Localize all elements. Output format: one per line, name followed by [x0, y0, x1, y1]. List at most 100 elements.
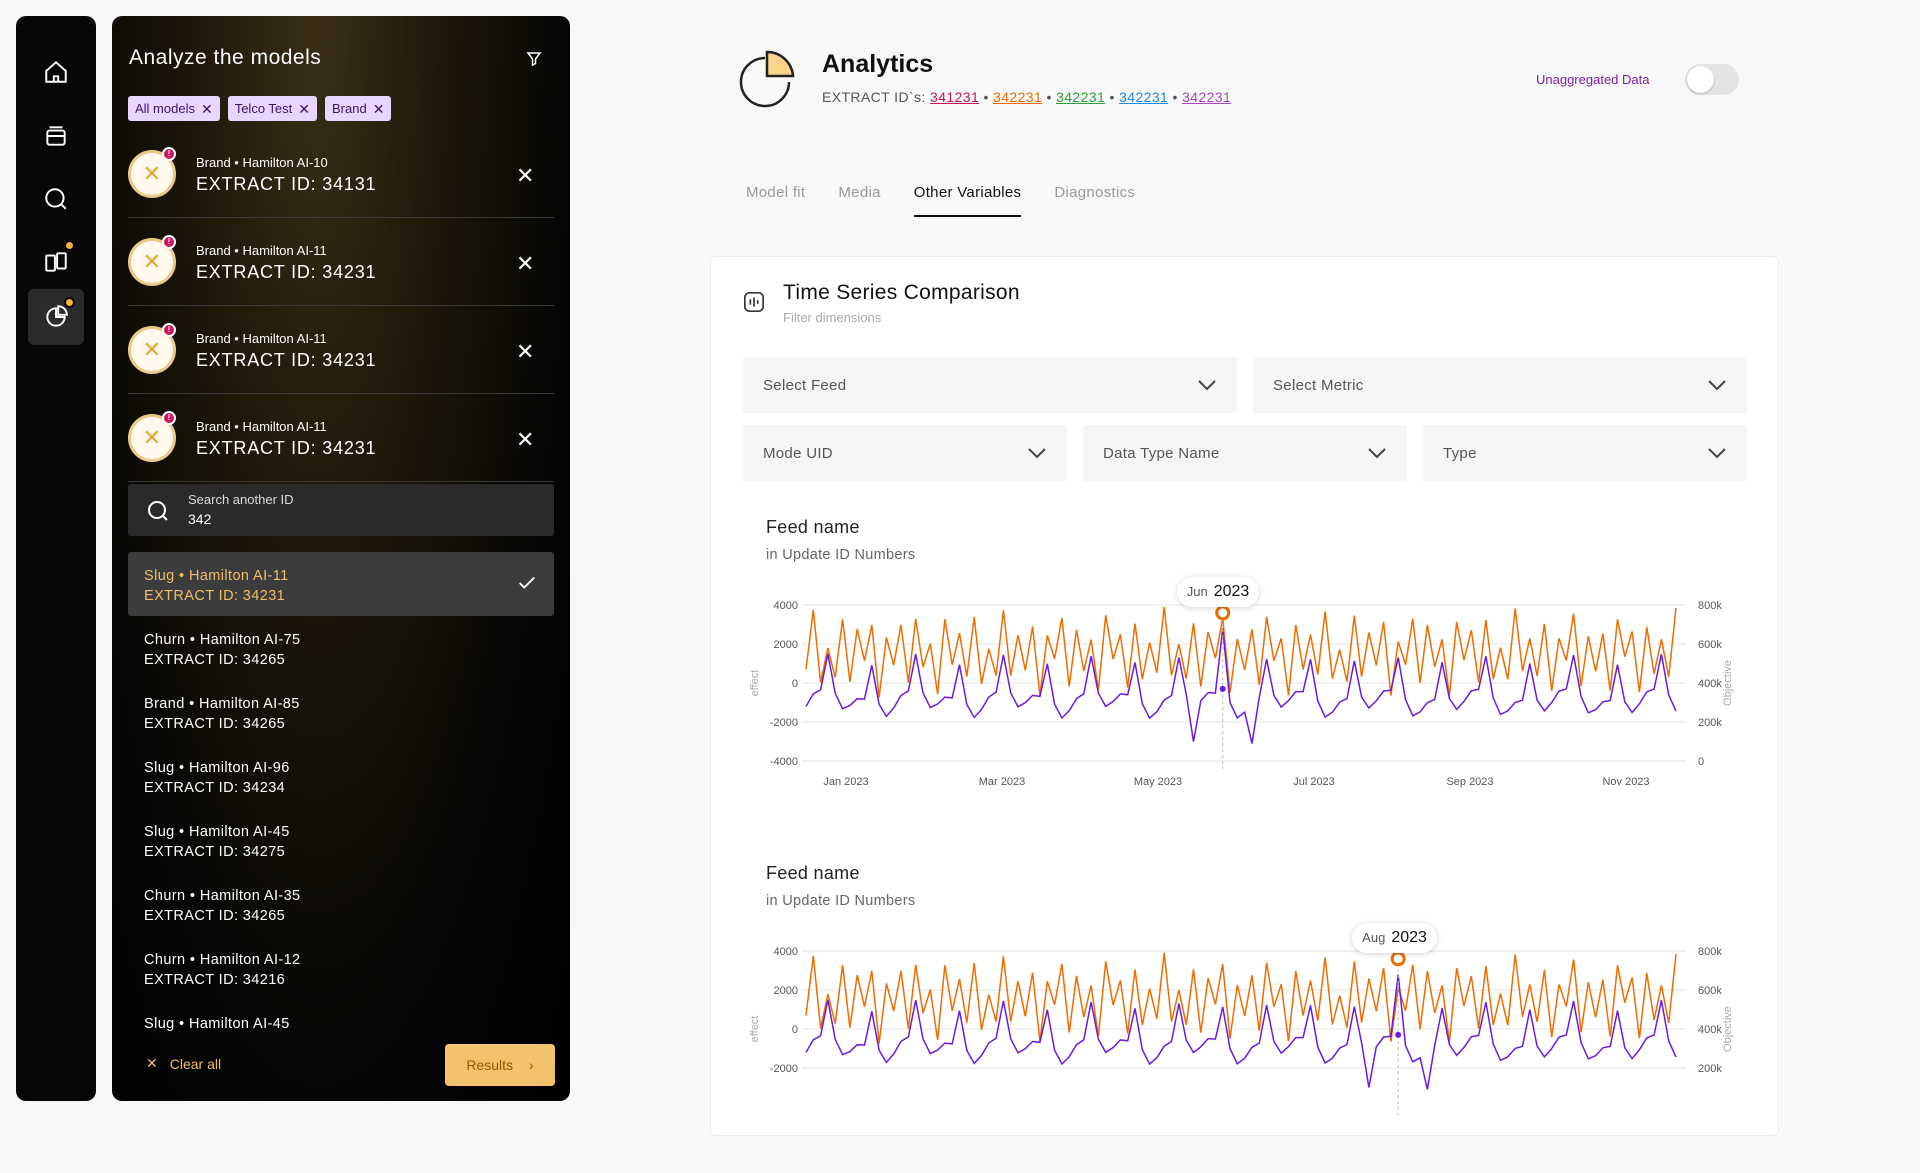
y2-tick-label: 200k: [1698, 1063, 1722, 1075]
search-result-item[interactable]: Slug • Hamilton AI-45: [144, 1016, 290, 1032]
select-feed-dropdown[interactable]: Select Feed: [743, 357, 1237, 413]
chevron-down-icon: [1368, 448, 1386, 459]
search-id-field[interactable]: Search another ID: [128, 484, 554, 536]
remove-model-button[interactable]: ✕: [516, 163, 535, 188]
analyze-panel: Analyze the models All models ✕ Telco Tes…: [112, 16, 570, 1101]
data-type-name-dropdown[interactable]: Data Type Name: [1083, 425, 1407, 481]
model-meta: Brand • Hamilton AI-11: [196, 419, 327, 434]
y2-axis-label: Objective: [1722, 1006, 1734, 1052]
model-extract-id: EXTRACT ID: 34231: [196, 350, 377, 370]
time-series-chart-2[interactable]: 4000 2000 0 -2000 800k 600k 400k 200k effect Obje…: [746, 933, 1746, 1173]
x-tick-label: Mar 2023: [979, 776, 1025, 788]
chart-title: Feed name: [766, 517, 860, 537]
x-tick-label: Jul 2023: [1293, 776, 1335, 788]
search-result-item[interactable]: Brand • Hamilton AI-85 EXTRACT ID: 34265: [144, 696, 300, 732]
tab-media[interactable]: Media: [838, 184, 881, 201]
chip-all-models[interactable]: All models ✕: [128, 96, 220, 121]
chart-subtitle: in Update ID Numbers: [766, 547, 916, 563]
alert-icon: !: [162, 411, 176, 425]
time-series-card: Time Series Comparison Filter dimensions…: [710, 256, 1779, 1136]
search-result-item[interactable]: Slug • Hamilton AI-11 EXTRACT ID: 34231: [128, 552, 554, 616]
tab-other-variables[interactable]: Other Variables: [913, 184, 1022, 217]
home-nav-button[interactable]: [28, 44, 84, 100]
hover-point: [1219, 685, 1226, 692]
tab-bar: Model fit Media Other Variables Diagnost…: [746, 184, 1168, 217]
filter-icon[interactable]: [525, 50, 543, 68]
time-series-chart-1[interactable]: 4000 2000 0 -2000 -4000 800k 600k 400k 200k 0 effe…: [746, 587, 1746, 827]
card-title: Time Series Comparison: [783, 281, 1020, 304]
model-extract-id: EXTRACT ID: 34231: [196, 438, 377, 458]
search-result-item[interactable]: Churn • Hamilton AI-12 EXTRACT ID: 34216: [144, 952, 301, 988]
y-axis-label: effect: [749, 1016, 761, 1043]
search-result-item[interactable]: Churn • Hamilton AI-75 EXTRACT ID: 34265: [144, 632, 301, 668]
search-result-item[interactable]: Slug • Hamilton AI-96 EXTRACT ID: 34234: [144, 760, 290, 796]
extract-id-link[interactable]: 342231: [1119, 89, 1169, 105]
series-line: [805, 628, 1677, 744]
close-icon[interactable]: ✕: [372, 100, 385, 117]
y2-tick-label: 800k: [1698, 600, 1722, 612]
tab-model-fit[interactable]: Model fit: [746, 184, 806, 201]
search-input[interactable]: [188, 511, 488, 527]
extract-id-link[interactable]: 342231: [993, 89, 1043, 105]
stack-nav-button[interactable]: [28, 108, 84, 164]
select-metric-dropdown[interactable]: Select Metric: [1253, 357, 1747, 413]
alert-icon: !: [162, 323, 176, 337]
hover-point: [1215, 605, 1231, 621]
chevron-down-icon: [1198, 380, 1216, 391]
stack-icon: [46, 126, 66, 146]
check-icon: [519, 576, 535, 589]
search-result-item[interactable]: Slug • Hamilton AI-45 EXTRACT ID: 34275: [144, 824, 290, 860]
remove-model-button[interactable]: ✕: [516, 251, 535, 276]
search-nav-button[interactable]: [28, 171, 84, 227]
search-icon: [45, 188, 67, 210]
chip-brand[interactable]: Brand ✕: [325, 96, 392, 121]
model-badge-icon: ✕: [128, 238, 176, 286]
panel-title: Analyze the models: [129, 46, 322, 69]
extract-id-link[interactable]: 342231: [1182, 89, 1232, 105]
hover-point: [1390, 951, 1406, 967]
extract-id-link[interactable]: 342231: [1056, 89, 1106, 105]
compare-nav-button[interactable]: [28, 234, 84, 290]
chart-tooltip: Jun 2023: [1176, 577, 1260, 607]
chevron-down-icon: [1028, 448, 1046, 459]
chart-subtitle: in Update ID Numbers: [766, 893, 916, 909]
analytics-nav-button[interactable]: [28, 289, 84, 345]
y-tick-label: 2000: [774, 639, 798, 651]
type-dropdown[interactable]: Type: [1423, 425, 1747, 481]
selected-model: ✕! Brand • Hamilton AI-11 EXTRACT ID: 34…: [128, 218, 554, 306]
pie-chart-icon: [46, 305, 68, 327]
x-tick-label: Jan 2023: [823, 776, 868, 788]
model-extract-id: EXTRACT ID: 34231: [196, 262, 377, 282]
unaggregated-toggle[interactable]: [1685, 64, 1739, 95]
page-title: Analytics: [822, 50, 934, 78]
chart-title: Feed name: [766, 863, 860, 883]
card-subtitle: Filter dimensions: [783, 310, 882, 325]
filter-chips: All models ✕ Telco Test ✕ Brand ✕: [128, 96, 392, 121]
y-tick-label: 4000: [774, 600, 798, 612]
close-icon[interactable]: ✕: [200, 100, 213, 117]
close-icon[interactable]: ✕: [298, 100, 311, 117]
extract-id-link[interactable]: 341231: [930, 89, 980, 105]
y2-tick-label: 200k: [1698, 717, 1722, 729]
alert-icon: !: [162, 235, 176, 249]
analytics-logo-icon: [739, 50, 795, 108]
alert-icon: !: [162, 147, 176, 161]
y-tick-label: -2000: [770, 717, 798, 729]
search-result-item[interactable]: Churn • Hamilton AI-35 EXTRACT ID: 34265: [144, 888, 301, 924]
chip-telco-test[interactable]: Telco Test ✕: [227, 96, 318, 121]
tab-diagnostics[interactable]: Diagnostics: [1054, 184, 1136, 201]
y-tick-label: 4000: [774, 946, 798, 958]
extract-ids: EXTRACT ID`s: 341231 • 342231 • 342231 •…: [822, 89, 1232, 105]
clear-all-button[interactable]: ✕ Clear all: [146, 1055, 222, 1072]
remove-model-button[interactable]: ✕: [516, 427, 535, 452]
remove-model-button[interactable]: ✕: [516, 339, 535, 364]
chevron-down-icon: [1708, 448, 1726, 459]
mode-uid-dropdown[interactable]: Mode UID: [743, 425, 1067, 481]
results-button[interactable]: Results ›: [445, 1044, 555, 1086]
y2-tick-label: 800k: [1698, 946, 1722, 958]
chevron-right-icon: ›: [529, 1057, 534, 1073]
x-tick-label: Nov 2023: [1602, 776, 1649, 788]
model-meta: Brand • Hamilton AI-11: [196, 243, 327, 258]
y2-tick-label: 0: [1698, 756, 1704, 768]
search-icon: [148, 501, 168, 521]
